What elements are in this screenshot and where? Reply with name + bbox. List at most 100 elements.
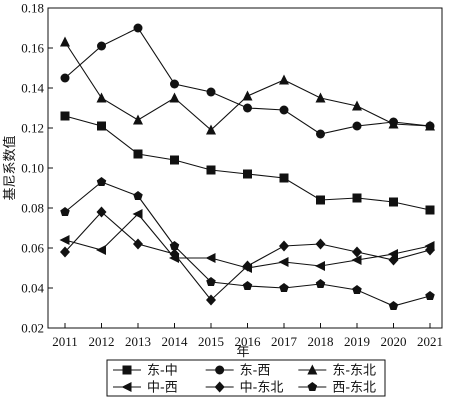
data-point xyxy=(206,87,216,97)
data-point xyxy=(279,173,289,183)
data-point xyxy=(132,209,143,219)
legend-entry: 中-西 xyxy=(113,381,178,396)
data-point xyxy=(242,260,253,272)
legend-entry: 东-中 xyxy=(113,364,178,379)
data-point xyxy=(425,244,435,256)
data-point xyxy=(97,121,106,131)
axes: 0.02 0.04 0.06 0.08 0.10 0.12 0.14 0.16 0.18 2011… xyxy=(21,1,443,350)
x-tick-label: 2014 xyxy=(162,334,189,349)
x-tick-label: 2012 xyxy=(89,334,115,349)
series-line xyxy=(64,213,431,269)
data-point xyxy=(388,249,398,259)
x-tick-label: 2018 xyxy=(308,334,334,349)
data-point xyxy=(60,246,70,258)
x-axis-title: 年 xyxy=(236,345,249,360)
y-axis-title: 基尼系数值 xyxy=(2,135,18,200)
data-point xyxy=(315,279,326,289)
data-point xyxy=(205,253,216,263)
data-point xyxy=(133,191,143,201)
data-point xyxy=(425,205,435,215)
y-tick-label: 0.02 xyxy=(21,321,44,336)
legend-entry: 西-东北 xyxy=(298,381,376,396)
data-point xyxy=(60,73,70,83)
data-point xyxy=(60,111,70,121)
legend-label: 东-西 xyxy=(240,364,271,379)
data-point xyxy=(279,105,289,115)
legend-label: 中-西 xyxy=(147,381,178,396)
data-point xyxy=(206,277,216,287)
legend: 东-中 东-西 东-东北中-西 中-东北 西-东北 xyxy=(106,359,386,397)
data-point xyxy=(388,254,399,266)
data-point xyxy=(170,79,179,89)
series-line xyxy=(64,27,431,135)
legend-entry: 中-东北 xyxy=(205,381,284,396)
series-2 xyxy=(60,23,435,139)
y-tick-label: 0.04 xyxy=(21,281,44,296)
y-tick-label: 0.18 xyxy=(21,1,44,16)
data-point xyxy=(169,248,180,260)
data-point xyxy=(133,23,143,33)
data-point xyxy=(425,120,435,131)
x-tick-label: 2021 xyxy=(417,334,443,349)
data-point xyxy=(97,41,106,51)
data-point xyxy=(96,206,107,218)
series-1 xyxy=(60,111,435,215)
data-point xyxy=(315,92,326,103)
data-point xyxy=(425,291,435,301)
x-tick-label: 2019 xyxy=(344,334,370,349)
data-point xyxy=(133,238,143,250)
data-point xyxy=(351,255,362,265)
x-tick-label: 2011 xyxy=(52,334,78,349)
data-point xyxy=(352,100,362,111)
legend-marker xyxy=(307,382,318,392)
data-point xyxy=(242,281,253,291)
data-point xyxy=(243,103,252,113)
x-tick-label: 2017 xyxy=(271,334,298,349)
series-6 xyxy=(60,177,435,311)
data-point xyxy=(388,118,399,129)
data-point xyxy=(206,124,216,135)
data-point xyxy=(279,283,289,293)
legend-label: 西-东北 xyxy=(332,381,376,396)
x-tick-label: 2013 xyxy=(125,334,151,349)
data-point xyxy=(316,195,325,205)
y-tick-label: 0.14 xyxy=(21,81,44,96)
data-point xyxy=(242,90,253,101)
data-point xyxy=(60,36,70,47)
series-line xyxy=(64,115,431,211)
legend-entry: 东-东北 xyxy=(298,364,376,379)
x-tick-label: 2020 xyxy=(381,334,407,349)
data-point xyxy=(352,246,362,258)
data-point xyxy=(133,149,143,159)
x-tick-label: 2016 xyxy=(235,334,262,349)
legend-marker xyxy=(307,364,318,375)
data-point xyxy=(133,114,143,125)
y-tick-label: 0.16 xyxy=(21,41,44,56)
data-point xyxy=(389,197,398,207)
legend-label: 东-东北 xyxy=(332,364,376,379)
legend-box xyxy=(106,359,386,397)
data-point xyxy=(96,245,106,255)
data-point xyxy=(60,207,70,217)
legend-label: 中-东北 xyxy=(240,381,284,396)
legend-marker xyxy=(122,365,132,375)
y-tick-label: 0.08 xyxy=(21,201,44,216)
legend-marker xyxy=(121,382,132,392)
data-point xyxy=(96,92,107,103)
data-point xyxy=(243,169,252,179)
data-point xyxy=(206,294,216,306)
data-point xyxy=(169,92,180,103)
legend-entry: 东-西 xyxy=(205,364,271,379)
data-point xyxy=(278,257,289,267)
data-point xyxy=(388,301,399,311)
x-tick-label: 2015 xyxy=(198,334,224,349)
data-point xyxy=(352,121,362,131)
data-point xyxy=(279,240,289,252)
legend-marker xyxy=(215,365,225,375)
data-point xyxy=(170,155,179,165)
series-line xyxy=(64,41,431,131)
legend-label: 东-中 xyxy=(147,364,178,379)
y-tick-label: 0.06 xyxy=(21,241,44,256)
data-point xyxy=(206,165,216,175)
